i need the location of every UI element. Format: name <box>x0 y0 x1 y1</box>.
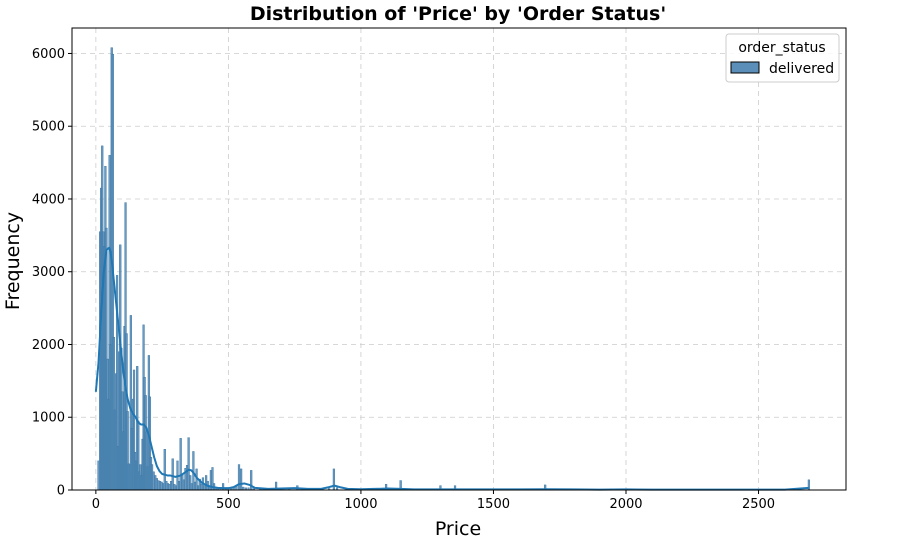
grid-lines <box>72 28 846 491</box>
x-tick-label-1: 500 <box>216 497 241 512</box>
x-tick-label-2: 1000 <box>344 497 377 512</box>
histogram-bars <box>97 47 810 491</box>
chart-title: Distribution of 'Price' by 'Order Status… <box>250 3 666 25</box>
plot-area-frame <box>71 27 847 491</box>
x-tick-label-5: 2500 <box>742 497 775 512</box>
y-axis-label: Frequency <box>2 212 24 310</box>
y-tick-label-2: 2000 <box>32 338 65 353</box>
legend-swatch-delivered <box>730 61 760 74</box>
x-tick-label-0: 0 <box>92 497 100 512</box>
legend-label-delivered: delivered <box>769 61 834 77</box>
legend: order_status delivered <box>725 33 840 83</box>
y-tick-label-1: 1000 <box>32 411 65 426</box>
kde-line-delivered <box>94 246 809 491</box>
y-tick-label-0: 0 <box>57 484 65 499</box>
y-tick-label-6: 6000 <box>32 47 65 62</box>
legend-title: order_status <box>738 40 825 56</box>
histogram-bar <box>240 468 243 491</box>
y-tick-label-5: 5000 <box>32 120 65 135</box>
x-tick-label-3: 1500 <box>477 497 510 512</box>
y-tick-label-4: 4000 <box>32 192 65 207</box>
y-axis-ticks: 0 1000 2000 3000 4000 5000 6000 <box>32 47 72 499</box>
x-axis-label: Price <box>435 518 481 540</box>
kde-curve <box>94 246 809 491</box>
y-tick-label-3: 3000 <box>32 265 65 280</box>
x-tick-label-4: 2000 <box>609 497 642 512</box>
x-axis-ticks: 0 500 1000 1500 2000 2500 <box>92 490 775 512</box>
histogram-bar <box>237 464 241 491</box>
